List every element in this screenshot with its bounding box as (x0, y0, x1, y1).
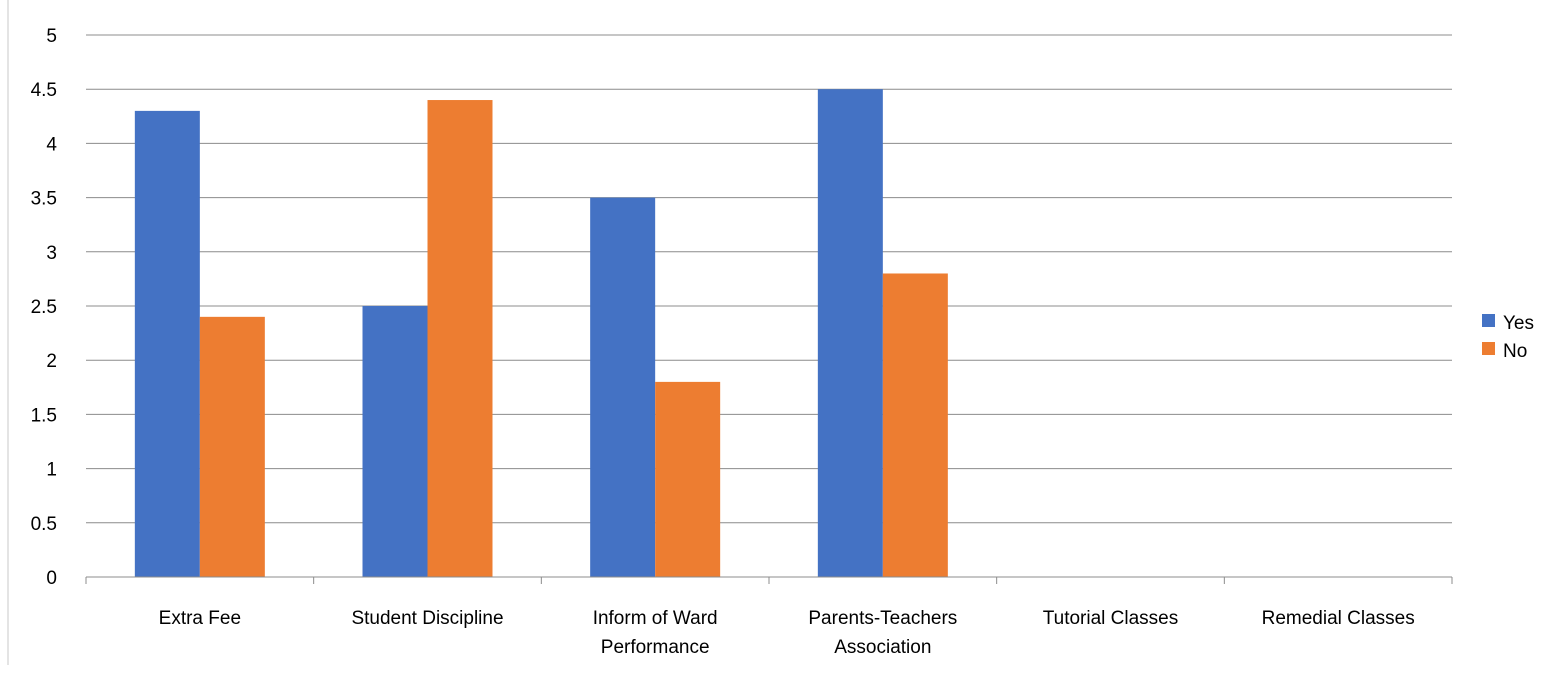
y-tick-label: 5 (46, 26, 57, 47)
bar-yes (362, 306, 428, 577)
y-tick-label: 1.5 (31, 405, 57, 426)
bars (134, 89, 948, 577)
bar-yes (817, 89, 883, 577)
y-axis-tick-labels: 0 0.5 1 1.5 2 2.5 3 3.5 4 4.5 5 (31, 26, 58, 589)
bar-no (655, 381, 721, 577)
legend-swatch-yes (1482, 314, 1495, 327)
legend-label-yes: Yes (1503, 313, 1534, 334)
y-tick-label: 3 (46, 243, 57, 264)
x-axis: Extra Fee Student Discipline Inform of War… (85, 576, 1453, 658)
x-category-label: Remedial Classes (1262, 608, 1415, 629)
y-tick-label: 1 (46, 460, 57, 481)
y-tick-label: 2.5 (31, 297, 57, 318)
y-tick-label: 4.5 (31, 80, 57, 101)
gridlines (86, 34, 1452, 524)
bar-no (882, 273, 948, 577)
legend: Yes No (1482, 313, 1534, 362)
bar-no (199, 316, 265, 577)
bar-yes (134, 110, 200, 577)
legend-label-no: No (1503, 341, 1527, 362)
y-tick-label: 0 (46, 568, 57, 589)
x-category-label: Parents-Teachers Association (808, 608, 957, 658)
x-category-label: Tutorial Classes (1043, 608, 1179, 629)
x-category-label: Student Discipline (351, 608, 503, 629)
y-tick-label: 3.5 (31, 189, 57, 210)
y-tick-label: 2 (46, 351, 57, 372)
x-category-label: Extra Fee (159, 608, 241, 629)
bar-yes (590, 197, 656, 577)
y-tick-label: 0.5 (31, 514, 57, 535)
y-tick-label: 4 (46, 134, 57, 155)
legend-swatch-no (1482, 342, 1495, 355)
x-category-label: Inform of Ward Performance (593, 608, 718, 658)
bar-no (427, 100, 493, 577)
